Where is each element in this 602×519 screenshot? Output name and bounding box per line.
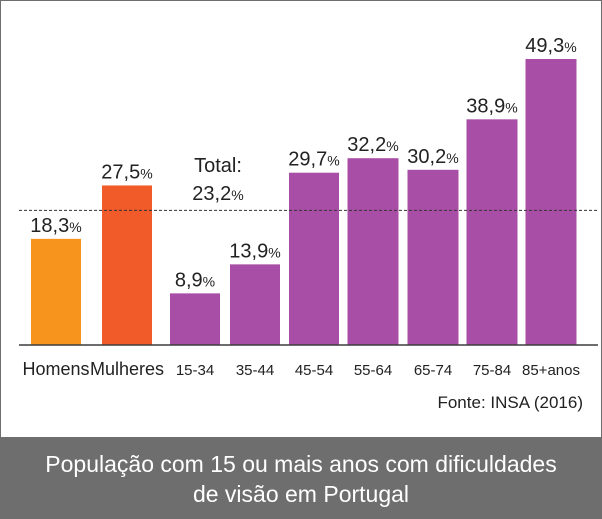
value-label-85+anos: 49,3%: [525, 35, 576, 57]
value-label-unit: %: [386, 138, 398, 154]
value-label-55-64: 32,2%: [347, 134, 398, 156]
bar-75-84: [466, 119, 518, 345]
value-label-number: 18,3: [30, 215, 69, 237]
total-label: Total:: [194, 155, 242, 177]
value-label-number: 8,9: [175, 269, 203, 291]
value-label-number: 32,2: [347, 134, 386, 156]
total-value-unit: %: [231, 187, 243, 203]
value-label-number: 13,9: [229, 240, 268, 262]
bar-Mulheres: [102, 185, 152, 345]
source-label: Fonte: INSA (2016): [437, 393, 583, 412]
category-label-85+anos: 85+anos: [522, 362, 580, 379]
value-label-15-34: 8,9%: [175, 269, 215, 291]
value-label-number: 27,5: [101, 161, 140, 183]
bar-45-54: [289, 172, 339, 345]
category-label-55-64: 55-64: [354, 362, 392, 379]
value-label-unit: %: [564, 39, 576, 55]
category-label-35-44: 35-44: [236, 362, 274, 379]
value-label-65-74: 30,2%: [407, 146, 458, 168]
value-label-unit: %: [69, 219, 81, 235]
value-label-75-84: 38,9%: [466, 95, 517, 117]
total-value-label: 23,2%: [192, 183, 243, 205]
value-label-Homens: 18,3%: [30, 215, 81, 237]
value-label-number: 49,3: [525, 35, 564, 57]
chart-title: População com 15 ou mais anos com dificu…: [1, 437, 601, 518]
category-label-75-84: 75-84: [473, 362, 511, 379]
bar-55-64: [347, 158, 399, 345]
value-label-35-44: 13,9%: [229, 240, 280, 262]
value-label-unit: %: [327, 153, 339, 169]
bar-35-44: [230, 264, 280, 345]
category-label-45-54: 45-54: [295, 362, 333, 379]
bar-Homens: [31, 238, 81, 345]
bar-85+anos: [525, 59, 577, 345]
category-label-Mulheres: Mulheres: [90, 359, 164, 379]
value-label-unit: %: [203, 273, 215, 289]
value-label-number: 30,2: [407, 146, 446, 168]
category-label-65-74: 65-74: [414, 362, 452, 379]
value-label-unit: %: [505, 99, 517, 115]
value-label-Mulheres: 27,5%: [101, 161, 152, 183]
category-label-Homens: Homens: [22, 359, 89, 379]
value-label-number: 29,7: [288, 149, 327, 171]
bars-layer: [31, 59, 577, 345]
title-line-1: População com 15 ou mais anos com dificu…: [45, 451, 557, 477]
bar-65-74: [407, 169, 459, 345]
total-value-number: 23,2: [192, 183, 231, 205]
chart-svg: 18,3% Homens 27,5% Mulheres 8,9% 15-34 13,9% 35…: [19, 35, 598, 412]
labels-layer: 18,3% Homens 27,5% Mulheres 8,9% 15-34 13,9% 35…: [22, 35, 580, 379]
value-label-unit: %: [140, 165, 152, 181]
bar-15-34: [170, 293, 220, 345]
value-label-number: 38,9: [466, 95, 505, 117]
title-line-2: de visão em Portugal: [192, 481, 410, 507]
value-label-unit: %: [446, 150, 458, 166]
value-label-unit: %: [268, 244, 280, 260]
category-label-15-34: 15-34: [176, 362, 214, 379]
value-label-45-54: 29,7%: [288, 149, 339, 171]
